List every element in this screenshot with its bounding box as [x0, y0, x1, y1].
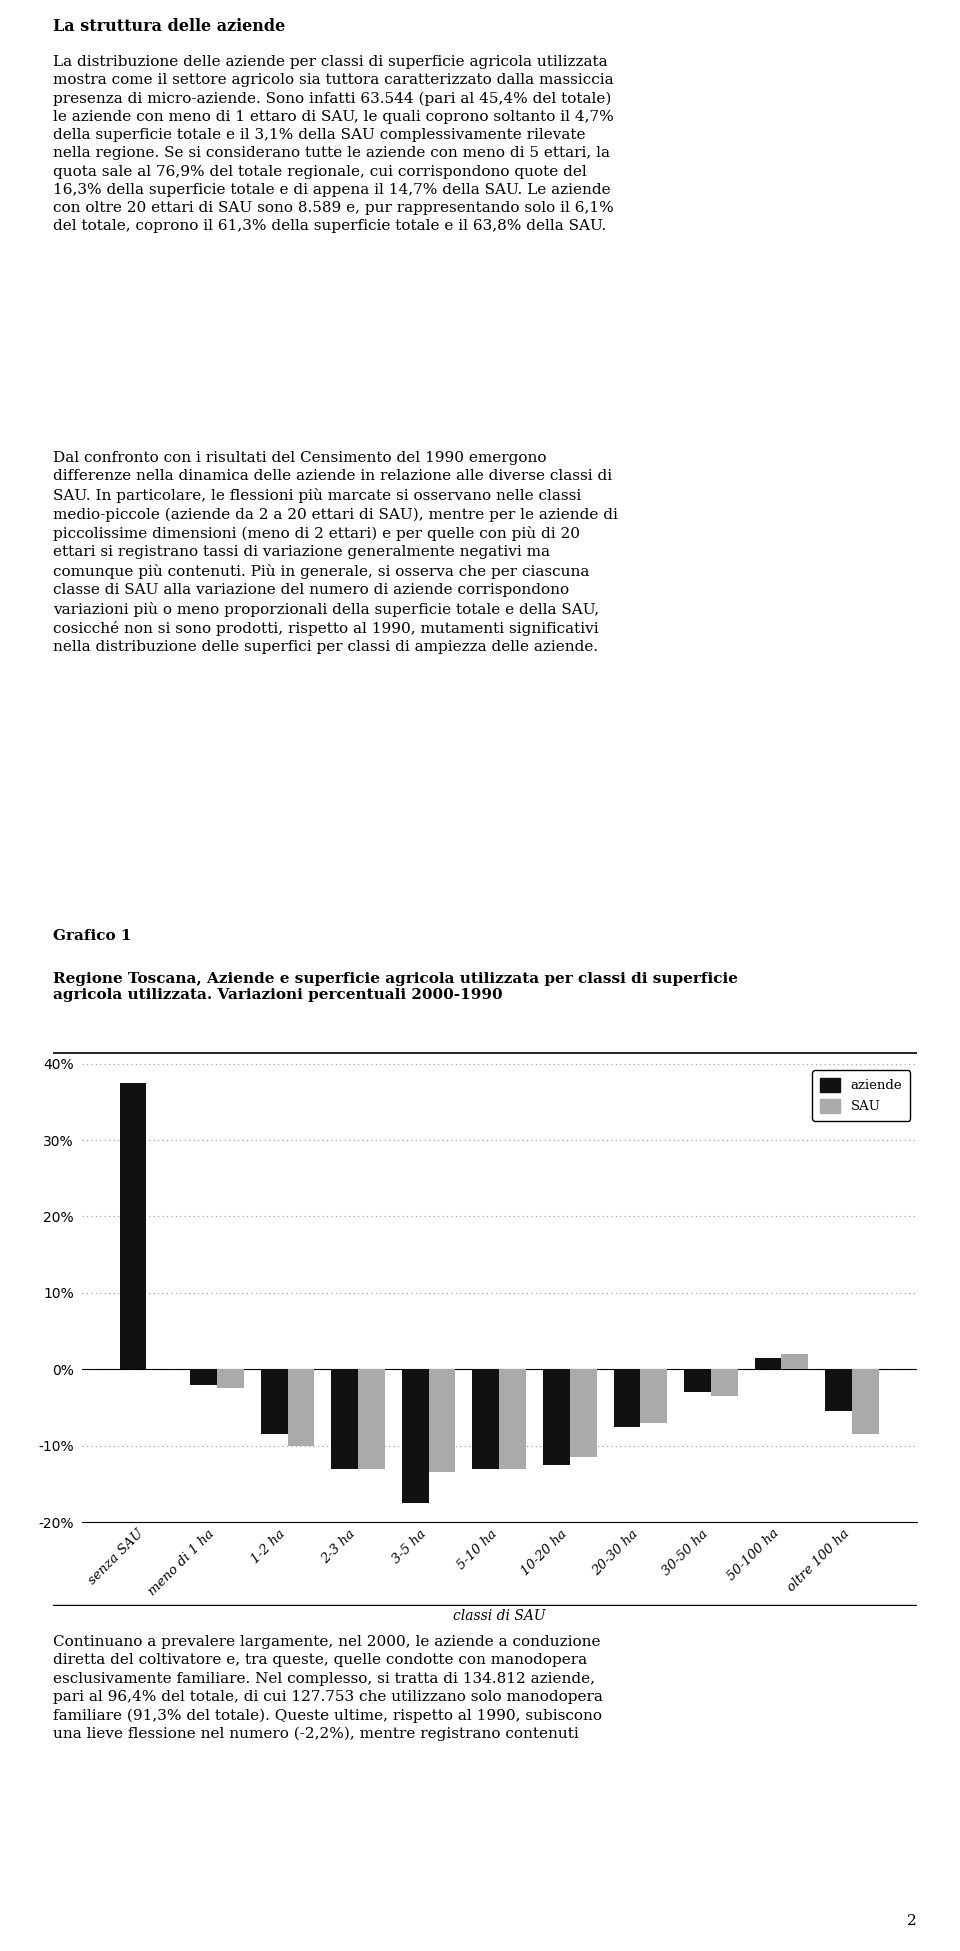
Bar: [570, 1370, 596, 1457]
Text: Dal confronto con i risultati del Censimento del 1990 emergono
differenze nella : Dal confronto con i risultati del Censim…: [53, 451, 617, 654]
Bar: [217, 1370, 244, 1389]
Bar: [402, 1370, 428, 1502]
Text: Grafico 1: Grafico 1: [53, 929, 132, 942]
Bar: [543, 1370, 570, 1465]
Bar: [684, 1370, 711, 1393]
Text: Continuano a prevalere largamente, nel 2000, le aziende a conduzione
diretta del: Continuano a prevalere largamente, nel 2…: [53, 1635, 603, 1742]
Bar: [428, 1370, 455, 1473]
Text: 2: 2: [907, 1914, 917, 1928]
Text: Regione Toscana, Aziende e superficie agricola utilizzata per classi di superfic: Regione Toscana, Aziende e superficie ag…: [53, 972, 738, 1003]
Bar: [120, 1083, 146, 1370]
Bar: [190, 1370, 217, 1385]
Bar: [331, 1370, 358, 1469]
Bar: [613, 1370, 640, 1426]
Bar: [499, 1370, 526, 1469]
Bar: [640, 1370, 667, 1422]
Bar: [755, 1358, 781, 1370]
Legend: aziende, SAU: aziende, SAU: [812, 1071, 910, 1122]
Bar: [287, 1370, 314, 1446]
Bar: [852, 1370, 878, 1434]
Bar: [711, 1370, 737, 1397]
Bar: [472, 1370, 499, 1469]
Bar: [261, 1370, 287, 1434]
Text: La distribuzione delle aziende per classi di superficie agricola utilizzata
most: La distribuzione delle aziende per class…: [53, 55, 613, 234]
Bar: [781, 1354, 808, 1370]
Bar: [826, 1370, 852, 1411]
X-axis label: classi di SAU: classi di SAU: [453, 1610, 545, 1623]
Text: La struttura delle aziende: La struttura delle aziende: [53, 18, 285, 35]
Bar: [358, 1370, 385, 1469]
